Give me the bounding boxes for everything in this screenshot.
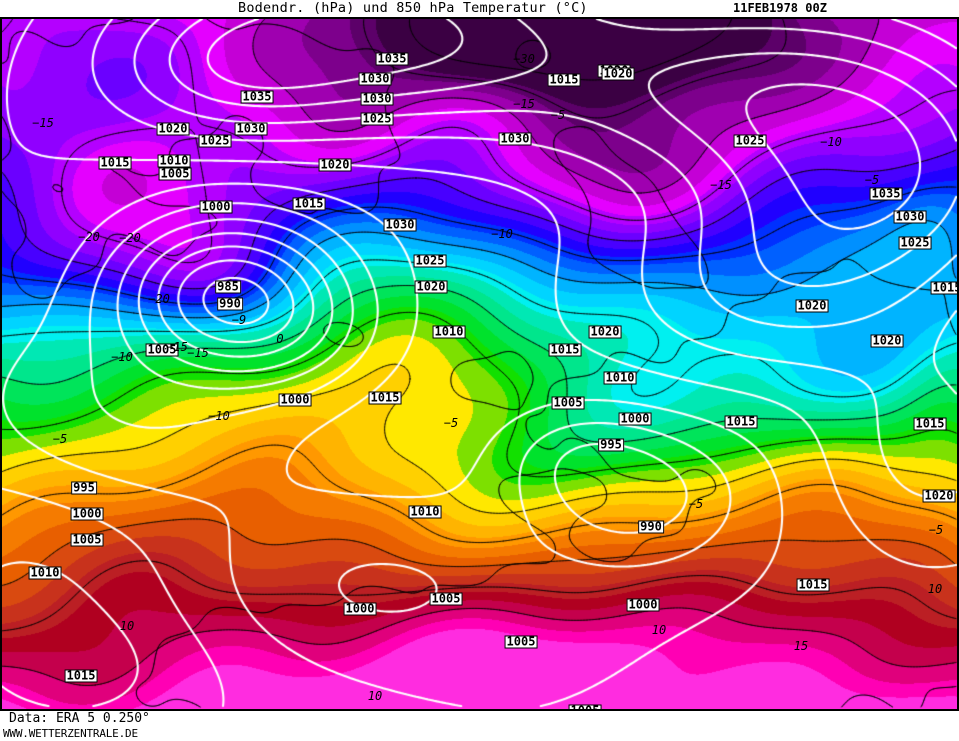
footer-bar: Data: ERA 5 0.250° WWW.WETTERZENTRALE.DE… [0, 711, 959, 741]
data-source-label: Data: ERA 5 0.250° [9, 711, 150, 726]
page-title: Bodendr. (hPa) und 850 hPa Temperatur (°… [238, 0, 588, 16]
website-label: WWW.WETTERZENTRALE.DE [3, 727, 138, 740]
temperature-pressure-map[interactable] [2, 19, 957, 709]
valid-date-label: 11FEB1978 00Z [733, 1, 827, 15]
map-panel[interactable]: 1035 1035 1030 1015 1020 1030 1025 1030 1020 1020… [0, 17, 959, 711]
title-bar: Bodendr. (hPa) und 850 hPa Temperatur (°… [0, 0, 959, 17]
